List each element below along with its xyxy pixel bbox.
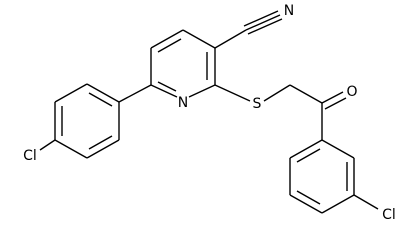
atom-label: O — [346, 84, 357, 100]
bond — [54, 83, 88, 103]
bond — [88, 135, 113, 150]
bond — [324, 97, 347, 110]
bond — [86, 139, 120, 159]
bond — [54, 139, 88, 159]
bond — [353, 194, 379, 210]
atom-label: Cl — [23, 148, 37, 164]
bond — [263, 84, 291, 102]
bond — [321, 91, 344, 104]
atom-label: N — [178, 95, 188, 111]
bond — [88, 92, 113, 107]
atom-label: S — [253, 96, 262, 112]
bond — [157, 38, 182, 53]
bonds — [39, 10, 379, 214]
bond — [157, 81, 177, 92]
bond — [214, 29, 247, 49]
bond — [86, 83, 120, 103]
bond — [289, 84, 323, 104]
bond — [150, 84, 178, 98]
bond — [289, 194, 323, 214]
bond — [118, 84, 152, 103]
bond — [182, 29, 216, 49]
bond — [188, 84, 216, 98]
bond — [243, 10, 279, 27]
bond — [245, 14, 281, 31]
bond — [321, 194, 355, 214]
bond — [289, 139, 323, 159]
bond — [321, 139, 355, 159]
bond — [39, 139, 56, 151]
atom-label: N — [284, 3, 294, 19]
atom-label: Cl — [382, 207, 396, 223]
bond — [150, 29, 184, 49]
bond — [296, 190, 321, 205]
bond — [214, 84, 251, 102]
bond — [296, 148, 321, 163]
bond — [247, 18, 283, 35]
